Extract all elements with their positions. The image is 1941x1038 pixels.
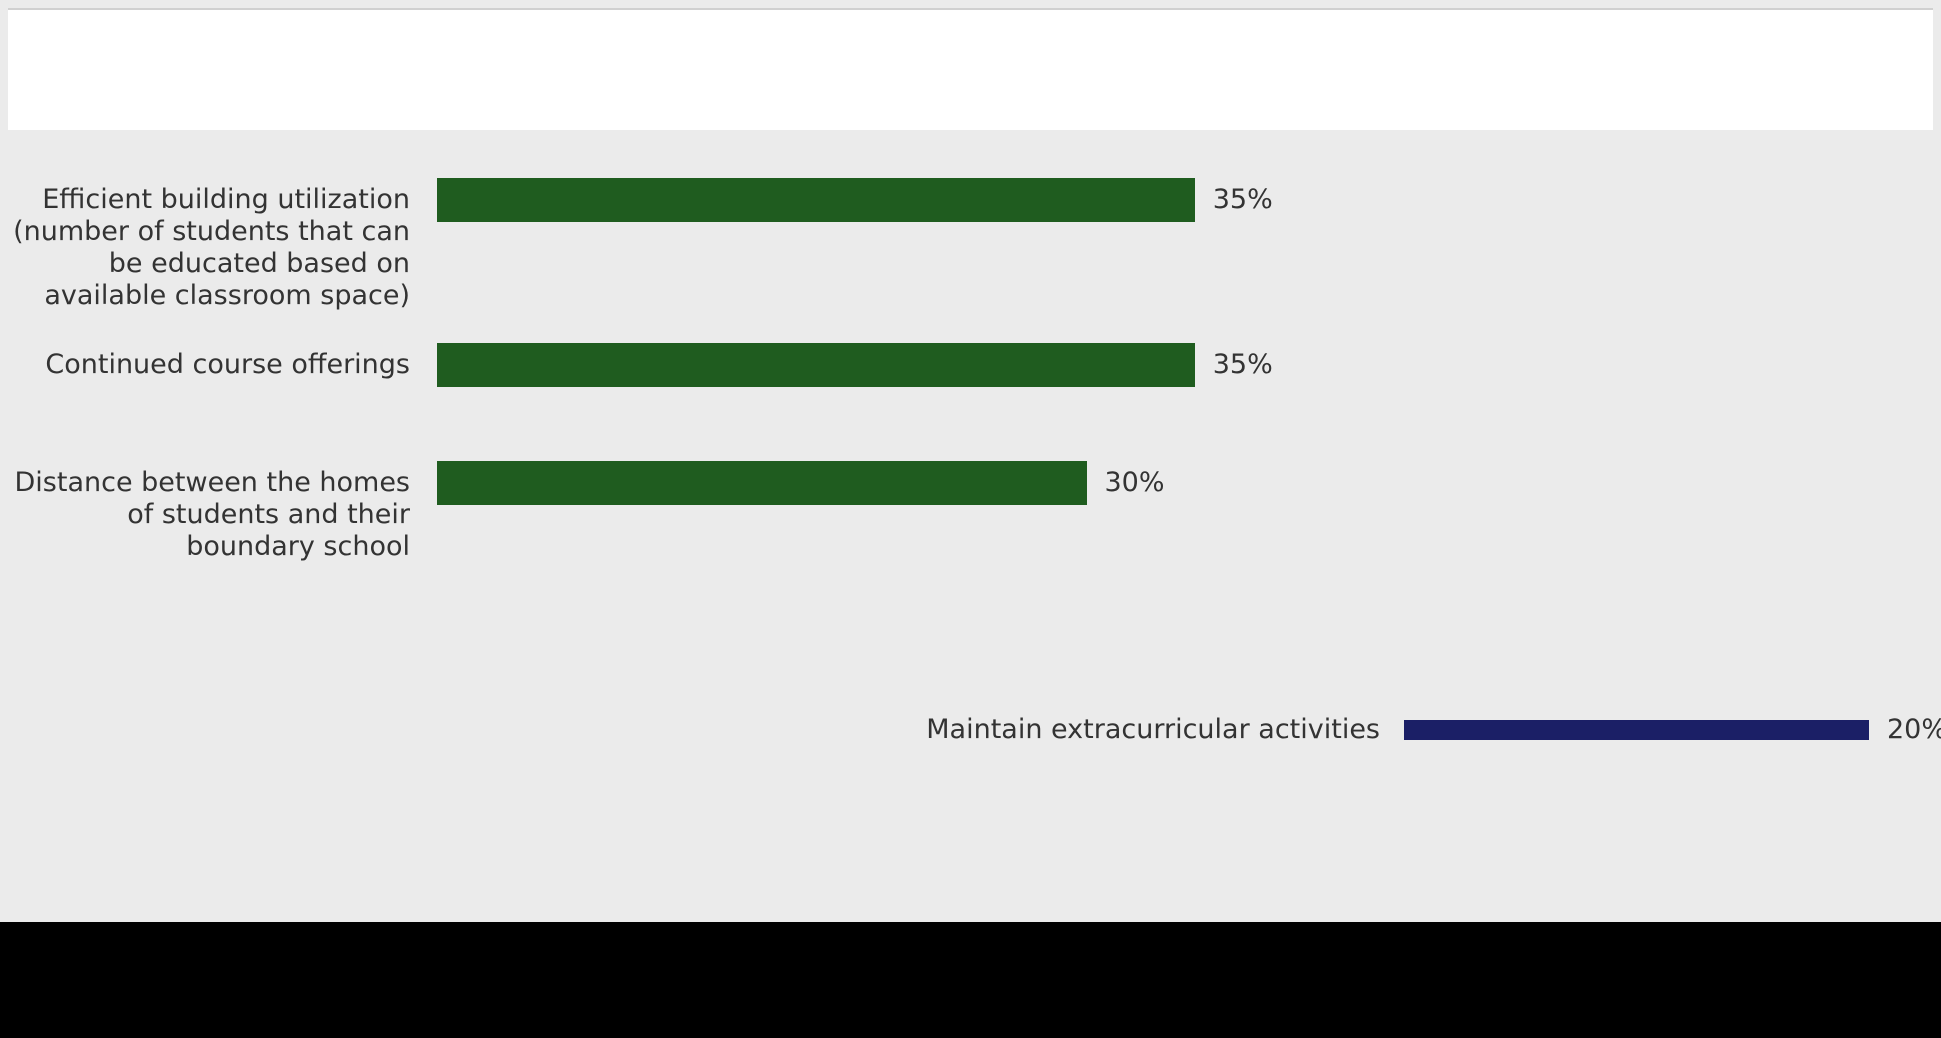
bar (437, 461, 1087, 505)
category-label: Maintain extracurricular activities (926, 714, 1380, 745)
header-band (8, 8, 1933, 130)
bar (437, 343, 1195, 387)
category-label: Efficient building utilization (number o… (13, 184, 410, 311)
category-label: Continued course offerings (45, 349, 410, 380)
category-label: Distance between the homes of students a… (14, 467, 410, 562)
chart: Maintain extracurricular activities 20% (0, 700, 1941, 800)
chart: Efficient building utilization (number o… (0, 160, 1941, 562)
footer-band (0, 922, 1941, 1038)
value-label: 30% (1104, 467, 1165, 498)
bar (437, 178, 1195, 222)
value-label: 35% (1212, 349, 1273, 380)
value-label: 20% (1887, 714, 1941, 745)
bar (1404, 720, 1869, 740)
value-label: 35% (1212, 184, 1273, 215)
